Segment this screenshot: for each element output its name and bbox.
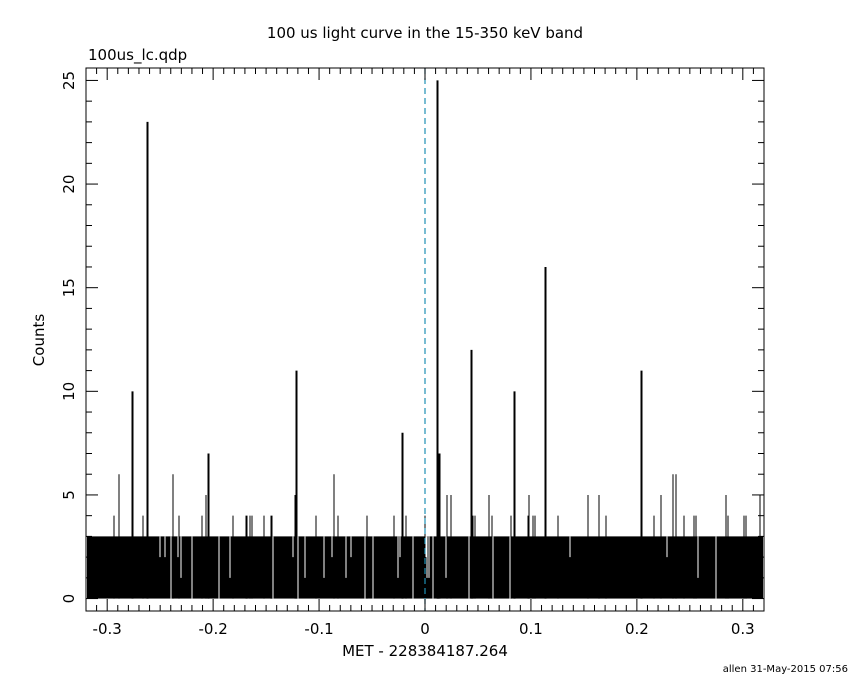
- y-tick-label: 15: [60, 278, 78, 297]
- x-tick-label: -0.3: [93, 620, 122, 638]
- x-tick-label: -0.1: [304, 620, 333, 638]
- x-tick-label: -0.2: [198, 620, 227, 638]
- x-axis-label: MET - 228384187.264: [342, 642, 508, 660]
- y-tick-label: 0: [60, 594, 78, 604]
- chart-title: 100 us light curve in the 15-350 keV ban…: [267, 24, 583, 42]
- x-tick-label: 0: [420, 620, 430, 638]
- x-tick-label: 0.2: [625, 620, 649, 638]
- footer-stamp: allen 31-May-2015 07:56: [723, 664, 848, 675]
- axis-ticks: [85, 68, 765, 611]
- chart-subtitle: 100us_lc.qdp: [88, 46, 187, 65]
- y-tick-labels: 0 5 10 15 20 25: [60, 71, 78, 603]
- y-tick-label: 5: [60, 490, 78, 500]
- y-tick-label: 25: [60, 71, 78, 90]
- y-tick-label: 10: [60, 382, 78, 401]
- x-tick-label: 0.1: [519, 620, 543, 638]
- y-tick-label: 20: [60, 175, 78, 194]
- x-tick-label: 0.3: [731, 620, 755, 638]
- y-axis-label: Counts: [30, 314, 48, 367]
- x-tick-labels: -0.3 -0.2 -0.1 0 0.1 0.2 0.3: [93, 620, 755, 638]
